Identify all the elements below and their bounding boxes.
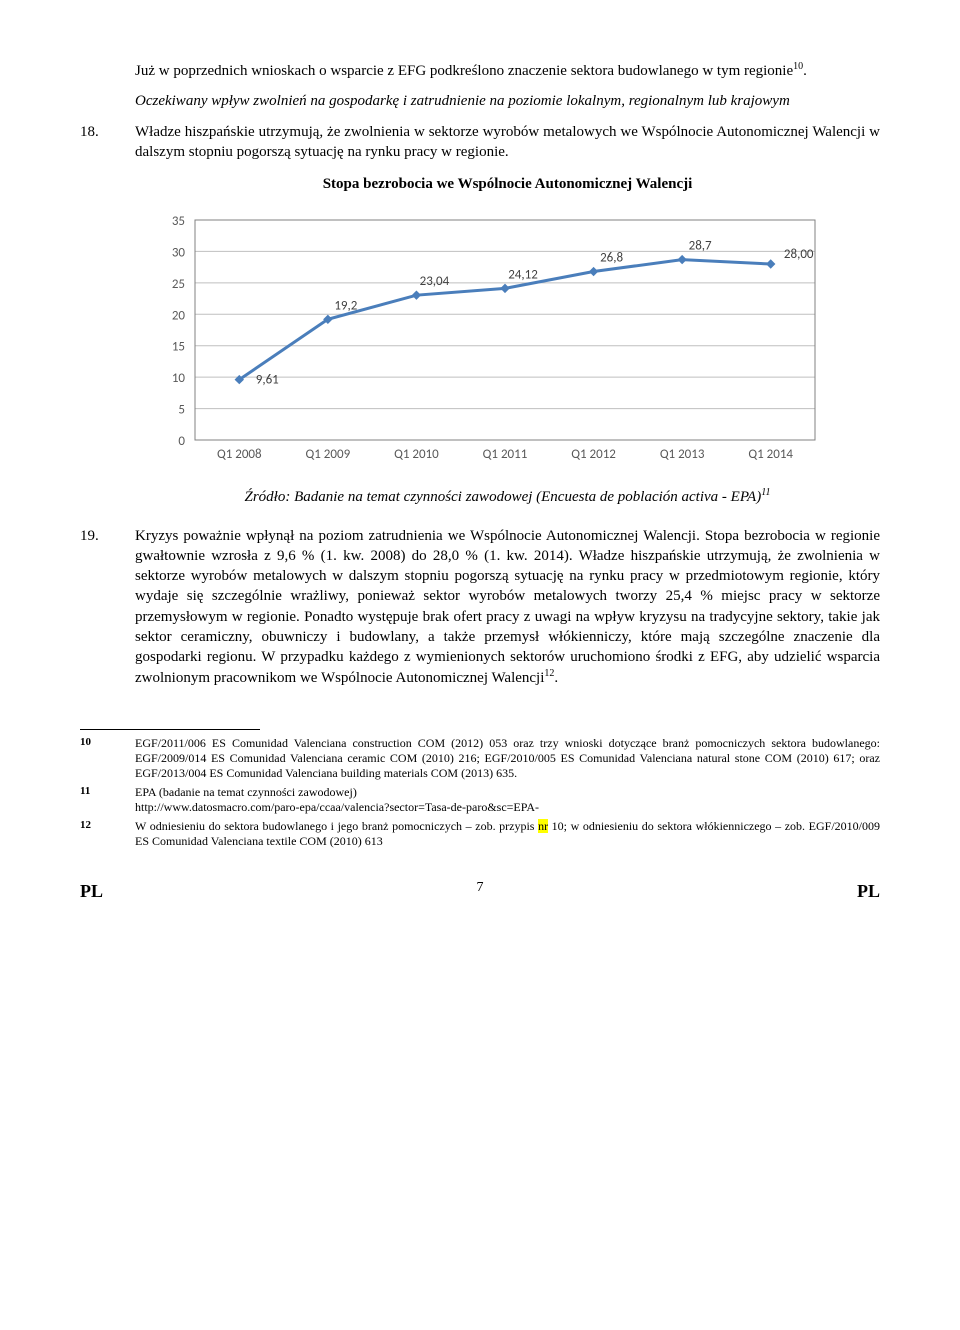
- item-18-text: Władze hiszpańskie utrzymują, że zwolnie…: [135, 124, 880, 160]
- footnote-separator: [80, 729, 260, 730]
- svg-text:10: 10: [172, 371, 186, 386]
- svg-text:Q1 2014: Q1 2014: [748, 447, 793, 462]
- svg-text:24,12: 24,12: [508, 268, 538, 283]
- svg-text:9,61: 9,61: [256, 373, 279, 388]
- svg-text:19,2: 19,2: [334, 299, 357, 314]
- chart-container: 0 5 10 15 20 25 30 35 Q1 2008 Q1 2009 Q1 2010 Q1 20…: [135, 200, 880, 480]
- footnote-11: 11 EPA (badanie na temat czynności zawod…: [80, 785, 880, 815]
- svg-text:26,8: 26,8: [600, 251, 623, 266]
- footnote-10: 10 EGF/2011/006 ES Comunidad Valenciana …: [80, 736, 880, 781]
- footnote-11-text-b: http://www.datosmacro.com/paro-epa/ccaa/…: [135, 800, 539, 814]
- svg-text:Q1 2008: Q1 2008: [217, 447, 262, 462]
- footnote-11-text-a: EPA (badanie na temat czynności zawodowe…: [135, 785, 357, 799]
- svg-text:15: 15: [172, 340, 185, 355]
- footnote-10-text: EGF/2011/006 ES Comunidad Valenciana con…: [135, 736, 880, 780]
- item-19-sup: 12: [544, 668, 554, 679]
- svg-text:25: 25: [172, 277, 185, 292]
- paragraph-subtitle: Oczekiwany wpływ zwolnień na gospodarkę …: [135, 91, 880, 111]
- item-19-text: Kryzys poważnie wpłynął na poziom zatrud…: [135, 528, 880, 687]
- svg-text:Q1 2012: Q1 2012: [571, 447, 616, 462]
- svg-text:0: 0: [178, 434, 185, 449]
- svg-text:28,7: 28,7: [689, 239, 712, 254]
- footnote-10-num: 10: [80, 736, 91, 750]
- footer-right: PL: [857, 879, 880, 903]
- footnote-12-text-a: W odniesieniu do sektora budowlanego i j…: [135, 819, 538, 833]
- svg-text:30: 30: [172, 246, 186, 261]
- chart-source: Źródło: Badanie na temat czynności zawod…: [135, 486, 880, 507]
- item-18-num: 18.: [80, 122, 125, 142]
- svg-text:Q1 2010: Q1 2010: [394, 447, 439, 462]
- footer-left: PL: [80, 879, 103, 903]
- item-19-num: 19.: [80, 526, 125, 546]
- svg-text:23,04: 23,04: [420, 274, 450, 289]
- svg-text:Q1 2013: Q1 2013: [660, 447, 705, 462]
- item-19: 19. Kryzys poważnie wpłynął na poziom za…: [135, 526, 880, 689]
- footer-page-num: 7: [477, 879, 484, 903]
- svg-text:20: 20: [172, 309, 186, 324]
- chart-title: Stopa bezrobocia we Wspólnocie Autonomic…: [135, 174, 880, 194]
- source-text: Źródło: Badanie na temat czynności zawod…: [245, 489, 762, 505]
- svg-text:Q1 2011: Q1 2011: [483, 447, 528, 462]
- para1-text: Już w poprzednich wnioskach o wsparcie z…: [135, 63, 793, 79]
- footnote-11-num: 11: [80, 785, 90, 799]
- item-18: 18. Władze hiszpańskie utrzymują, że zwo…: [135, 122, 880, 163]
- source-sup: 11: [761, 487, 770, 498]
- svg-text:28,00: 28,00: [784, 247, 814, 262]
- footnote-12: 12 W odniesieniu do sektora budowlanego …: [80, 819, 880, 849]
- svg-text:Q1 2009: Q1 2009: [306, 447, 351, 462]
- footnote-12-highlight: nr: [538, 819, 548, 833]
- para1-sup: 10: [793, 61, 803, 72]
- svg-text:5: 5: [178, 403, 185, 418]
- page-footer: PL 7 PL: [80, 879, 880, 903]
- svg-text:35: 35: [172, 214, 185, 229]
- footnote-12-num: 12: [80, 819, 91, 833]
- paragraph-intro: Już w poprzednich wnioskach o wsparcie z…: [135, 60, 880, 81]
- unemployment-chart: 0 5 10 15 20 25 30 35 Q1 2008 Q1 2009 Q1 2010 Q1 20…: [135, 200, 835, 480]
